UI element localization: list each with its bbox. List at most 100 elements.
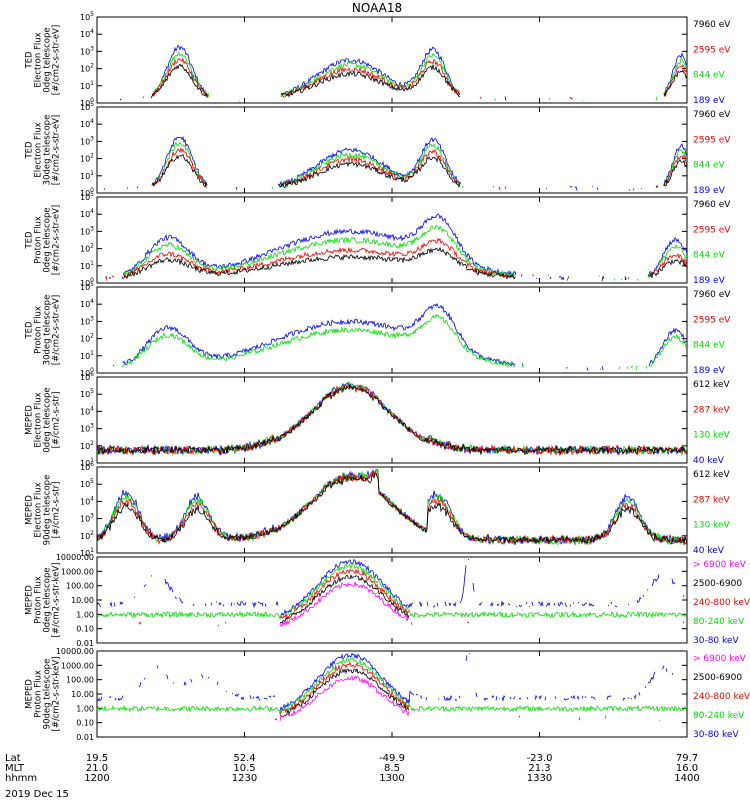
y-tick-label: 105 <box>80 388 94 399</box>
legend-entry: 80-240 keV <box>693 617 745 627</box>
y-axis-label: TEDProton Flux30deg telescope[#/cm2-s-st… <box>25 295 62 366</box>
y-tick-label: 103 <box>80 135 94 146</box>
legend-entry: 240-800 keV <box>693 598 750 608</box>
y-tick-label: 102 <box>80 63 94 74</box>
y-tick-label: 102 <box>80 153 94 164</box>
y-tick-label: 105 <box>80 191 94 202</box>
y-tick-label: 101 <box>80 260 94 271</box>
y-tick-label: 101 <box>80 547 94 558</box>
y-tick-label: 104 <box>80 208 94 219</box>
y-tick-label: 102 <box>80 243 94 254</box>
y-tick-label: 101 <box>80 80 94 91</box>
y-tick-label: 100 <box>80 97 94 108</box>
x-tick-label-hhmm: 1330 <box>527 773 552 784</box>
data-traces <box>97 654 687 722</box>
series-2595-ev <box>105 237 687 281</box>
y-tick-label: 102 <box>80 333 94 344</box>
y-tick-label: 103 <box>80 225 94 236</box>
panel-frame <box>96 466 688 554</box>
x-tick-label-lat: -49.9 <box>379 753 405 764</box>
panel-5: 101 102 103 104 105 106 MEPEDElectron Flux0deg… <box>25 371 731 468</box>
y-tick-label: 100.00 <box>66 582 94 591</box>
series-80-240-kev <box>97 563 687 621</box>
series-2500-6900 <box>279 573 410 624</box>
x-tick-label-lat: 52.4 <box>233 753 255 764</box>
legend-entry: 2500-6900 <box>693 579 742 589</box>
panel-frame <box>96 196 688 284</box>
legend-entry: 30-80 keV <box>693 730 739 740</box>
y-tick-label: 104 <box>80 405 94 416</box>
legend-entry: 130 keV <box>693 431 730 441</box>
series-7960-ev <box>103 154 687 190</box>
y-tick-label: 101 <box>80 170 94 181</box>
legend-entry: 287 keV <box>693 495 730 505</box>
legend-entry: 844 eV <box>693 71 726 81</box>
y-tick-label: 105 <box>80 101 94 112</box>
series-7960-ev <box>119 63 687 101</box>
panel-2: 100 101 102 103 104 105 TEDElectron Flux30deg … <box>25 101 732 198</box>
data-traces <box>119 44 687 102</box>
y-axis-label: MEPEDElectron Flux0deg telescope[#/cm2-s… <box>25 387 62 452</box>
y-tick-label: 103 <box>80 423 94 434</box>
x-tick-label-hhmm: 1200 <box>84 773 109 784</box>
panel-frame <box>96 16 688 104</box>
x-tick-label-mlt: 16.0 <box>676 763 698 774</box>
legend-entry: 7960 eV <box>693 200 731 210</box>
series-844-ev <box>151 51 687 102</box>
legend-entry: 30-80 keV <box>693 636 739 646</box>
series-189-ev <box>142 44 687 100</box>
data-traces <box>97 381 687 457</box>
series-130-kev <box>97 381 687 457</box>
legend-entry: 844 eV <box>693 251 726 261</box>
x-row-label: MLT <box>5 763 25 774</box>
x-tick-label-mlt: 21.3 <box>528 763 550 774</box>
legend-entry: 80-240 keV <box>693 711 745 721</box>
legend-entry: 844 eV <box>693 161 726 171</box>
y-tick-label: 104 <box>80 495 94 506</box>
series-240-800-kev <box>138 568 685 627</box>
x-tick-label-hhmm: 1300 <box>379 773 404 784</box>
legend-entry: 2595 eV <box>693 315 731 325</box>
series-7960-ev <box>121 246 687 282</box>
series-612-kev <box>97 473 687 546</box>
legend-entry: 40 keV <box>693 456 725 466</box>
y-tick-label: 102 <box>80 440 94 451</box>
y-tick-label: 10000.00 <box>56 553 94 562</box>
legend-entry: 612 keV <box>693 380 730 390</box>
y-tick-label: 104 <box>80 298 94 309</box>
legend-entry: 7960 eV <box>693 20 731 30</box>
y-tick-label: 100.00 <box>66 676 94 685</box>
legend-entry: 130 keV <box>693 521 730 531</box>
panel-1: 100 101 102 103 104 105 TEDElectron Flux0deg t… <box>25 11 732 108</box>
y-tick-label: 103 <box>80 315 94 326</box>
series-844-ev <box>121 313 687 371</box>
x-tick-label-lat: -23.0 <box>527 753 553 764</box>
series-612-kev <box>97 383 687 457</box>
y-tick-label: 1.00 <box>76 610 94 619</box>
y-tick-label: 1000.00 <box>61 567 94 576</box>
y-tick-label: 106 <box>80 371 94 382</box>
y-tick-label: 101 <box>80 350 94 361</box>
y-tick-label: 102 <box>80 530 94 541</box>
y-axis-label: TEDElectron Flux0deg telescope[#/cm2-s-s… <box>25 25 62 95</box>
y-axis-label: TEDProton Flux0deg telescope[#/cm2-s-str… <box>25 205 62 275</box>
panel-3: 100 101 102 103 104 105 TEDProton Flux0deg tel… <box>25 191 732 288</box>
series-844-ev <box>151 141 687 190</box>
date-label: 2019 Dec 15 <box>5 789 69 800</box>
series-30-80-kev <box>97 560 687 617</box>
panel-frame <box>96 106 688 194</box>
x-row-label: Lat <box>5 753 21 764</box>
x-tick-label-lat: 19.5 <box>86 753 108 764</box>
legend-entry: > 6900 keV <box>693 654 747 664</box>
data-traces <box>112 302 687 372</box>
legend-entry: 2595 eV <box>693 225 731 235</box>
legend-entry: 844 eV <box>693 341 726 351</box>
legend-entry: 2500-6900 <box>693 673 742 683</box>
y-tick-label: 10.00 <box>71 690 94 699</box>
y-axis-label: MEPEDProton Flux0deg telescope[#/cm2-s-s… <box>25 563 62 638</box>
y-tick-label: 106 <box>80 461 94 472</box>
legend-entry: 189 eV <box>693 96 726 106</box>
y-tick-label: 0.01 <box>76 639 94 648</box>
series-2500-6900 <box>279 667 410 718</box>
